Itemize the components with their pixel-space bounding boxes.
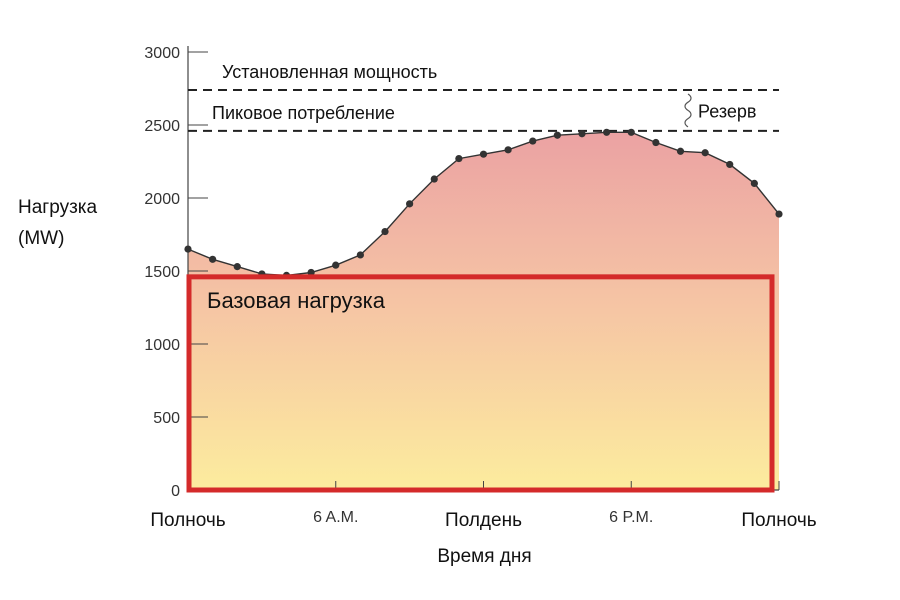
x-axis-title: Время дня <box>437 546 531 567</box>
x-tick-label: Полночь <box>150 510 225 531</box>
load-data-point <box>726 160 734 169</box>
load-data-point <box>430 175 438 183</box>
load-area-fill <box>188 132 779 491</box>
load-data-point <box>307 268 315 277</box>
x-tick-label: 6 P.M. <box>609 509 653 526</box>
load-data-point <box>529 137 537 145</box>
load-data-point <box>578 130 586 138</box>
load-data-point <box>603 128 611 136</box>
y-tick-label: 1000 <box>144 337 180 354</box>
x-tick-label: 6 A.M. <box>313 509 358 526</box>
load-data-point <box>455 154 463 163</box>
y-tick-label: 2500 <box>144 118 180 135</box>
load-data-point <box>652 138 660 147</box>
y-tick-label: 0 <box>171 483 180 500</box>
load-data-point <box>676 147 685 155</box>
load-data-point <box>701 149 709 157</box>
reference-line-label: Пиковое потребление <box>212 103 395 123</box>
load-data-point <box>209 255 217 263</box>
reserve-label: Резерв <box>698 101 756 121</box>
load-data-point <box>381 227 389 236</box>
base-load-box <box>186 274 775 493</box>
y-axis-title-line2: (MW) <box>18 228 64 249</box>
load-data-point <box>479 150 488 158</box>
load-data-point <box>233 263 241 271</box>
load-data-point <box>750 179 758 187</box>
load-data-point <box>356 251 364 259</box>
load-data-point <box>332 261 340 269</box>
load-data-point <box>553 131 561 139</box>
x-tick-label: Полдень <box>445 510 522 531</box>
load-data-point <box>627 128 635 136</box>
load-data-point <box>184 245 192 253</box>
load-data-point <box>406 200 414 208</box>
load-data-point <box>775 210 783 218</box>
y-tick-label: 500 <box>153 410 180 427</box>
reserve-bracket <box>684 93 692 128</box>
load-data-point <box>504 146 512 154</box>
x-tick-label: Полночь <box>741 510 816 531</box>
y-tick-label: 1500 <box>144 264 180 281</box>
y-tick-label: 2000 <box>144 191 180 208</box>
base-load-label: Базовая нагрузка <box>207 288 386 313</box>
y-axis-title-line1: Нагрузка <box>18 197 98 218</box>
y-tick-label: 3000 <box>144 45 180 62</box>
reference-line-label: Установленная мощность <box>222 62 437 82</box>
